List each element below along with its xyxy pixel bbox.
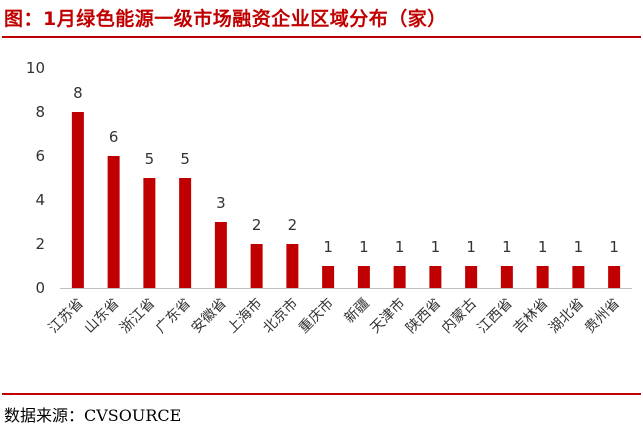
bar: [572, 266, 585, 288]
x-tick-label: 贵州省: [582, 296, 623, 337]
x-tick-label: 广东省: [153, 296, 194, 337]
data-label: 1: [323, 238, 333, 256]
y-tick-label: 2: [35, 235, 45, 253]
x-tick-label: 北京市: [259, 295, 301, 337]
x-tick-label: 湖北省: [546, 296, 587, 337]
x-tick-label: 陕西省: [403, 296, 444, 337]
bars: [71, 112, 621, 288]
x-tick-label: 吉林省: [510, 296, 551, 337]
y-tick-label: 8: [35, 103, 45, 121]
bar: [143, 178, 156, 288]
bar: [429, 266, 442, 288]
data-label: 1: [609, 238, 619, 256]
y-tick-label: 0: [35, 279, 45, 297]
bar: [500, 266, 513, 288]
bar: [357, 266, 370, 288]
x-tick-label: 山东省: [81, 296, 122, 337]
x-tick-label: 天津市: [367, 295, 409, 337]
x-tick-label: 重庆市: [295, 295, 337, 337]
data-label: 5: [180, 150, 190, 168]
bar: [286, 244, 299, 288]
data-label: 1: [466, 238, 476, 256]
data-label: 2: [252, 216, 262, 234]
bar: [107, 156, 120, 288]
data-labels: 8 6 5 5 3 2 2 1 1 1 1 1 1 1 1 1: [73, 84, 619, 256]
bar: [250, 244, 263, 288]
data-label: 2: [288, 216, 298, 234]
bar: [608, 266, 621, 288]
bar: [71, 112, 84, 288]
x-tick-label: 安徽省: [189, 296, 230, 337]
data-label: 1: [359, 238, 369, 256]
x-tick-label: 上海市: [224, 295, 266, 337]
data-label: 1: [502, 238, 512, 256]
data-label: 8: [73, 84, 83, 102]
x-tick-label: 江苏省: [46, 296, 87, 337]
bar: [393, 266, 406, 288]
data-label: 1: [538, 238, 548, 256]
bar: [322, 266, 335, 288]
y-tick-label: 10: [26, 59, 45, 77]
title-divider: [2, 36, 641, 38]
footer-divider: [2, 393, 641, 395]
bar-chart: 0 2 4 6 8 10 8 6 5 5 3 2 2 1 1 1 1 1 1 1 1 1 江苏省山东省浙江省广东省安徽省…: [26, 59, 632, 337]
y-axis: 0 2 4 6 8 10: [26, 59, 45, 297]
bar: [179, 178, 192, 288]
source-note: 数据来源：CVSOURCE: [4, 406, 182, 425]
data-label: 3: [216, 194, 226, 212]
y-tick-label: 6: [35, 147, 45, 165]
data-label: 5: [145, 150, 155, 168]
chart-title: 图：1月绿色能源一级市场融资企业区域分布（家）: [4, 8, 447, 30]
x-tick-label: 新疆: [342, 296, 373, 327]
bar: [214, 222, 227, 288]
data-label: 1: [574, 238, 584, 256]
x-tick-label: 内蒙古: [439, 296, 480, 337]
y-tick-label: 4: [35, 191, 45, 209]
bar: [536, 266, 549, 288]
x-tick-label: 浙江省: [117, 296, 158, 337]
data-label: 6: [109, 128, 119, 146]
x-tick-label: 江西省: [475, 296, 516, 337]
data-label: 1: [431, 238, 441, 256]
bar: [465, 266, 478, 288]
data-label: 1: [395, 238, 405, 256]
